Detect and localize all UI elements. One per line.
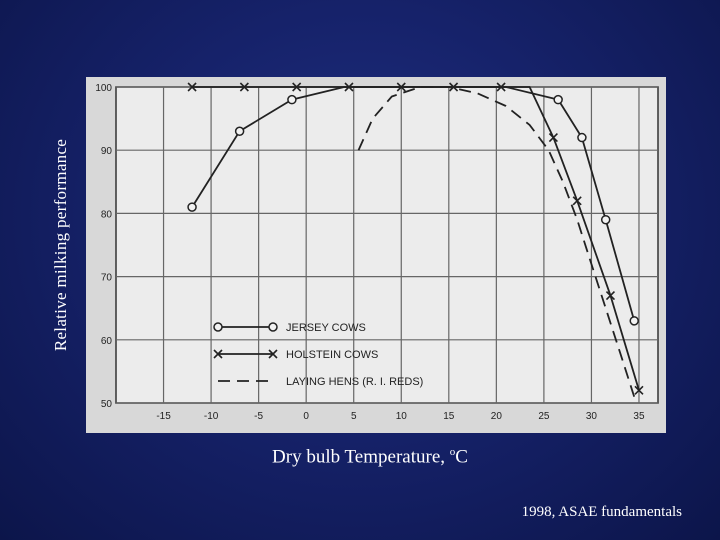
x-tick-label: 0 — [303, 411, 309, 422]
plot-area — [115, 86, 659, 404]
legend-marker-2 — [268, 349, 278, 359]
y-tick-label: 80 — [101, 209, 113, 220]
chart-panel: -15 -10 -5 0 5 10 15 20 25 30 35 50 60 70 80 90 100 JERSE… — [86, 77, 666, 433]
x-tick-label: 10 — [396, 411, 408, 422]
legend-marker-2 — [213, 349, 223, 359]
x-tick-label: 25 — [538, 411, 550, 422]
series-2-marker — [548, 132, 558, 143]
series-1-marker — [577, 132, 587, 143]
legend-label-2: HOLSTEIN COWS — [286, 349, 378, 361]
x-tick-label: -5 — [254, 411, 263, 422]
x-axis-title: Dry bulb Temperature, oC — [200, 446, 540, 468]
x-tick-label: 5 — [351, 411, 357, 422]
series-2-marker — [344, 82, 354, 92]
x-tick-label: 20 — [491, 411, 503, 422]
x-axis-title-text: Dry bulb Temperature, — [272, 446, 450, 468]
y-tick-label: 70 — [101, 273, 113, 284]
legend-marker-1 — [213, 322, 223, 332]
series-line-3 — [357, 86, 636, 397]
series-2-marker — [605, 290, 616, 301]
x-tick-label: -15 — [156, 411, 171, 422]
x-tick-label: 30 — [586, 411, 598, 422]
series-1-marker — [287, 94, 297, 105]
series-line-2 — [192, 86, 640, 391]
series-1-marker — [553, 94, 563, 105]
x-tick-label: 35 — [633, 411, 645, 422]
series-2-marker — [187, 82, 197, 92]
y-tick-label: 50 — [101, 399, 113, 410]
chart-svg: -15 -10 -5 0 5 10 15 20 25 30 35 50 60 70 80 90 100 JERSE… — [95, 82, 659, 422]
series-1-marker — [234, 126, 245, 136]
legend-label-1: JERSEY COWS — [286, 322, 366, 334]
series-1-marker — [629, 316, 639, 326]
y-tick-label: 100 — [95, 83, 112, 94]
series-1-marker — [187, 202, 197, 212]
y-tick-label: 90 — [101, 146, 113, 157]
series-2-marker — [448, 82, 459, 92]
y-axis-title: Relative milking performance — [51, 138, 70, 352]
x-tick-label: -10 — [204, 411, 219, 422]
series-1-marker — [600, 214, 611, 225]
x-tick-label: 15 — [443, 411, 455, 422]
x-axis-unit: C — [455, 446, 468, 468]
legend-marker-1 — [268, 322, 278, 332]
series-2-marker — [239, 82, 249, 92]
y-tick-label: 60 — [101, 336, 113, 347]
series-2-marker — [496, 82, 506, 92]
series-2-marker — [292, 82, 302, 92]
legend-label-3: LAYING HENS (R. I. REDS) — [286, 376, 423, 388]
series-2-marker — [396, 82, 406, 92]
series-2-marker — [572, 196, 582, 206]
source-credit: 1998, ASAE fundamentals — [521, 504, 682, 520]
series-2-marker — [634, 385, 644, 395]
degree-symbol: o — [449, 446, 456, 458]
